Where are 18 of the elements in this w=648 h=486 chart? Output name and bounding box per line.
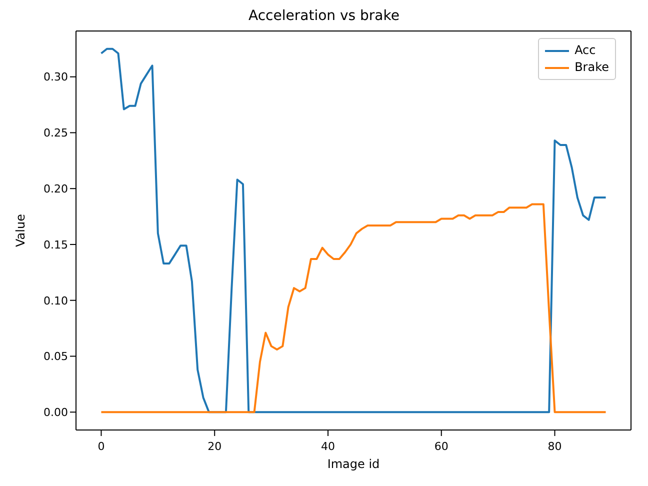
y-tick-label: 0.20 [44,182,68,196]
y-tick-label: 0.30 [44,70,68,84]
x-tick-label: 80 [548,440,562,453]
x-tick-label: 20 [208,440,222,453]
x-tick-label: 40 [320,440,335,453]
x-axis-title: Image id [327,457,380,471]
x-tick-label: 60 [434,440,448,453]
y-tick-label: 0.10 [44,294,68,308]
chart-title: Acceleration vs brake [248,8,400,26]
line-series [100,203,607,414]
y-tick-label: 0.05 [44,350,68,364]
y-tick-label: 0.15 [44,238,68,252]
y-tick-label: 0.25 [44,126,68,140]
legend-label: Acc [574,42,596,59]
y-tick-label: 0.00 [44,406,68,420]
legend-label: Brake [574,59,609,76]
x-tick-label: 0 [98,440,105,453]
y-axis-title: Value [13,214,28,247]
